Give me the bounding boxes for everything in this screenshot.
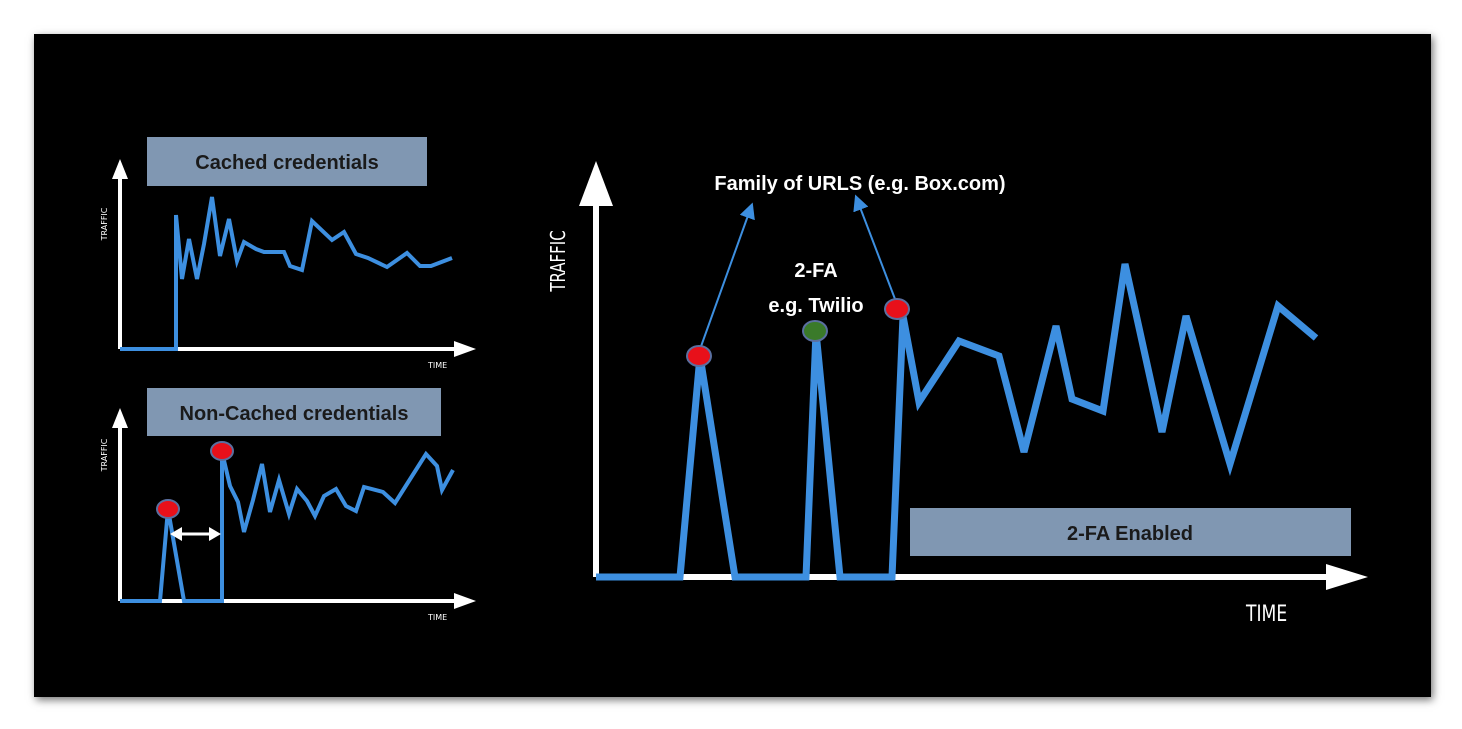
cached-credentials-banner-text: Cached credentials (195, 152, 378, 174)
urls-annotation-text: Family of URLS (e.g. Box.com) (714, 173, 1005, 195)
main-chart-y-label: TRAFFIC (548, 230, 571, 292)
diagram-canvas: TRAFFIC TIME Cached credentials TRAFFIC … (100, 137, 1368, 627)
bottom-chart-x-label: TIME (427, 613, 447, 622)
urls-annotation-arrow-right (853, 194, 896, 300)
bottom-chart-y-arrowhead (112, 408, 128, 428)
main-chart: TRAFFIC TIME 2-FA Enabled Family of URLS… (548, 161, 1368, 627)
slide-background: TRAFFIC TIME Cached credentials TRAFFIC … (34, 34, 1431, 697)
non-cached-credentials-chart: TRAFFIC TIME Non-Cached credentials (100, 388, 476, 622)
main-chart-url-marker-2 (884, 298, 910, 320)
main-chart-traffic-line (596, 263, 1319, 581)
non-cached-credentials-banner (147, 388, 441, 436)
two-fa-annotation-line2: e.g. Twilio (768, 295, 863, 317)
top-chart-y-arrowhead (112, 159, 128, 179)
bottom-chart-auth-marker (210, 441, 234, 461)
top-chart-traffic-line (120, 196, 453, 351)
main-chart-twilio-marker (802, 320, 828, 342)
two-fa-annotation-line1: 2-FA (794, 260, 837, 282)
urls-annotation-arrow-left (698, 202, 755, 353)
top-chart-y-label: TRAFFIC (100, 207, 109, 241)
bottom-chart-first-request-marker (156, 499, 180, 519)
main-chart-x-arrowhead (1326, 564, 1368, 590)
two-fa-enabled-banner (910, 508, 1351, 556)
bottom-chart-traffic-line (120, 450, 455, 603)
cached-credentials-chart: TRAFFIC TIME Cached credentials (100, 137, 476, 370)
main-chart-url-marker-1 (686, 345, 712, 367)
delay-arrow-right-head (209, 527, 221, 541)
two-fa-enabled-banner-text: 2-FA Enabled (1067, 523, 1193, 545)
main-chart-y-arrowhead (579, 161, 613, 206)
main-chart-x-label: TIME (1245, 601, 1287, 627)
top-chart-x-label: TIME (427, 361, 447, 370)
bottom-chart-y-label: TRAFFIC (100, 438, 109, 472)
bottom-chart-x-arrowhead (454, 593, 476, 609)
non-cached-credentials-banner-text: Non-Cached credentials (180, 403, 409, 425)
cached-credentials-banner (147, 137, 427, 186)
top-chart-x-arrowhead (454, 341, 476, 357)
delay-arrow-left-head (170, 527, 182, 541)
